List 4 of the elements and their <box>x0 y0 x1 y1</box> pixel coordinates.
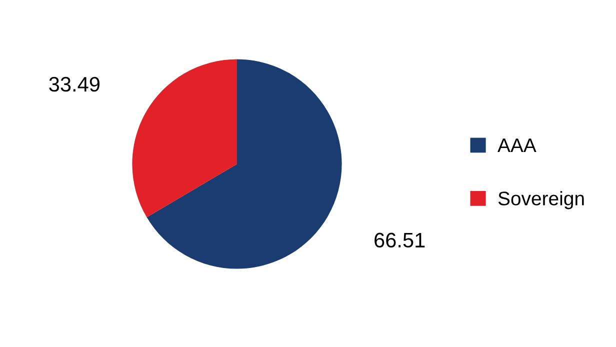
data-label: 33.49 <box>49 76 100 92</box>
data-label: 66.51 <box>374 232 425 248</box>
legend-label: AAA <box>498 138 536 152</box>
legend-label: Sovereign <box>498 191 584 210</box>
